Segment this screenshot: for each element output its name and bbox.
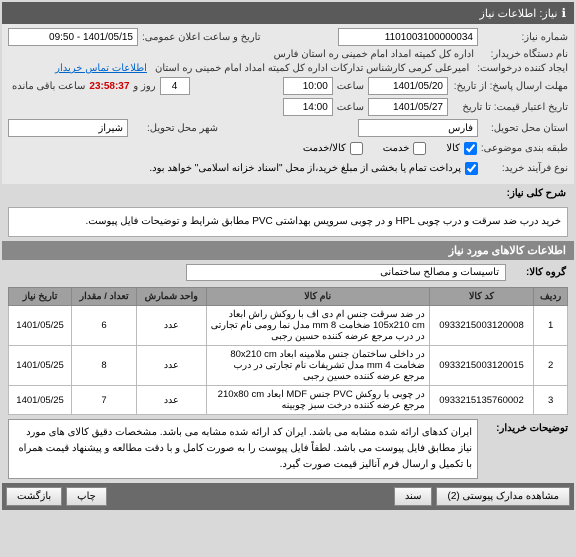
- topic-goods-label: کالا: [446, 143, 460, 154]
- attachments-button[interactable]: مشاهده مدارک پیوستی (2): [436, 487, 570, 506]
- topic-mixed-checkbox[interactable]: [350, 142, 363, 155]
- table-cell: عدد: [137, 386, 207, 415]
- back-button[interactable]: بازگشت: [6, 487, 62, 506]
- creator-value: امیرعلی کرمی کارشناس تدارکات اداره کل کم…: [151, 63, 473, 74]
- need-no-field[interactable]: [338, 28, 478, 46]
- buyer-note-label: توضیحات خریدار:: [478, 419, 568, 479]
- days-field[interactable]: [160, 77, 190, 95]
- topic-class-label: طبقه بندی موضوعی:: [477, 143, 568, 154]
- remain-label: ساعت باقی مانده: [8, 81, 89, 92]
- table-cell: 0933215003120008: [429, 306, 533, 346]
- table-col-header: نام کالا: [206, 288, 429, 306]
- form-area: شماره نیاز: تاریخ و ساعت اعلان عمومی: نا…: [2, 24, 574, 184]
- table-row[interactable]: 20933215003120015در داخلی ساختمان جنس مل…: [9, 346, 568, 386]
- topic-service-option[interactable]: خدمت: [383, 140, 427, 157]
- table-cell: 7: [72, 386, 137, 415]
- desc-section-title: شرح کلی نیاز:: [506, 188, 566, 199]
- table-cell: 8: [72, 346, 137, 386]
- table-col-header: تعداد / مقدار: [72, 288, 137, 306]
- panel-title: نیاز: اطلاعات نیاز: [480, 7, 558, 20]
- group-label: گروه کالا:: [506, 267, 566, 278]
- process-option[interactable]: پرداخت تمام یا بخشی از مبلغ خرید،از محل …: [149, 160, 478, 177]
- need-no-label: شماره نیاز:: [478, 32, 568, 43]
- group-value: تاسیسات و مصالح ساختمانی: [186, 264, 506, 281]
- doc-button[interactable]: سند: [394, 487, 433, 506]
- need-description: خرید درب ضد سرقت و درب چوبی HPL و در چوب…: [8, 207, 568, 237]
- topic-goods-option[interactable]: کالا: [446, 140, 477, 157]
- time-label-1: ساعت: [333, 81, 368, 92]
- table-col-header: کد کالا: [429, 288, 533, 306]
- table-cell: در چوبی با روکش PVC جنس MDF ابعاد 210x80…: [206, 386, 429, 415]
- countdown: 23:58:37: [89, 81, 129, 92]
- process-label: نوع فرآیند خرید:: [478, 163, 568, 174]
- buyer-org-label: نام دستگاه خریدار:: [478, 49, 568, 60]
- table-cell: 0933215003120015: [429, 346, 533, 386]
- city-label: شهر محل تحویل:: [128, 123, 218, 134]
- table-cell: 1: [534, 306, 568, 346]
- province-field[interactable]: [358, 119, 478, 137]
- table-cell: در ضد سرقت جنس ام دی اف با روکش راش ابعا…: [206, 306, 429, 346]
- creator-label: ایجاد کننده درخواست:: [473, 63, 568, 74]
- table-cell: 1401/05/25: [9, 386, 72, 415]
- table-cell: 0933215135760002: [429, 386, 533, 415]
- process-checkbox[interactable]: [465, 162, 478, 175]
- panel-header: ℹ نیاز: اطلاعات نیاز: [2, 2, 574, 24]
- items-table: ردیفکد کالانام کالاواحد شمارشتعداد / مقد…: [8, 287, 568, 415]
- info-icon: ℹ: [561, 6, 566, 20]
- validity-date[interactable]: [368, 98, 448, 116]
- items-section-header: اطلاعات کالاهای مورد نیاز: [2, 241, 574, 260]
- topic-mixed-option[interactable]: کالا/خدمت: [303, 140, 363, 157]
- announce-field[interactable]: [8, 28, 138, 46]
- city-field[interactable]: [8, 119, 128, 137]
- table-cell: 2: [534, 346, 568, 386]
- deadline-time[interactable]: [283, 77, 333, 95]
- validity-time[interactable]: [283, 98, 333, 116]
- table-col-header: تاریخ نیاز: [9, 288, 72, 306]
- table-cell: 1401/05/25: [9, 306, 72, 346]
- table-cell: 3: [534, 386, 568, 415]
- print-button[interactable]: چاپ: [66, 487, 107, 506]
- table-cell: در داخلی ساختمان جنس ملامینه ابعاد 80x21…: [206, 346, 429, 386]
- table-cell: عدد: [137, 346, 207, 386]
- deadline-date[interactable]: [368, 77, 448, 95]
- table-cell: 1401/05/25: [9, 346, 72, 386]
- table-col-header: ردیف: [534, 288, 568, 306]
- table-cell: 6: [72, 306, 137, 346]
- validity-label: تاریخ اعتبار قیمت: تا تاریخ: [448, 102, 568, 113]
- table-cell: عدد: [137, 306, 207, 346]
- topic-service-label: خدمت: [383, 143, 410, 154]
- days-label: روز و: [129, 81, 159, 92]
- deadline-label: مهلت ارسال پاسخ: از تاریخ:: [448, 81, 568, 92]
- table-col-header: واحد شمارش: [137, 288, 207, 306]
- announce-label: تاریخ و ساعت اعلان عمومی:: [138, 32, 261, 43]
- footer-bar: مشاهده مدارک پیوستی (2) سند چاپ بازگشت: [2, 483, 574, 510]
- contact-link[interactable]: اطلاعات تماس خریدار: [55, 63, 147, 74]
- table-row[interactable]: 10933215003120008در ضد سرقت جنس ام دی اف…: [9, 306, 568, 346]
- topic-service-checkbox[interactable]: [413, 142, 426, 155]
- process-note: پرداخت تمام یا بخشی از مبلغ خرید،از محل …: [149, 163, 461, 174]
- buyer-org-value: اداره کل کمیته امداد امام خمینی ره استان…: [270, 49, 478, 60]
- topic-goods-checkbox[interactable]: [464, 142, 477, 155]
- province-label: استان محل تحویل:: [478, 123, 568, 134]
- topic-mixed-label: کالا/خدمت: [303, 143, 346, 154]
- table-row[interactable]: 30933215135760002در چوبی با روکش PVC جنس…: [9, 386, 568, 415]
- buyer-note-text: ایران کدهای ارائه شده مشابه می باشد. ایر…: [8, 419, 478, 479]
- time-label-2: ساعت: [333, 102, 368, 113]
